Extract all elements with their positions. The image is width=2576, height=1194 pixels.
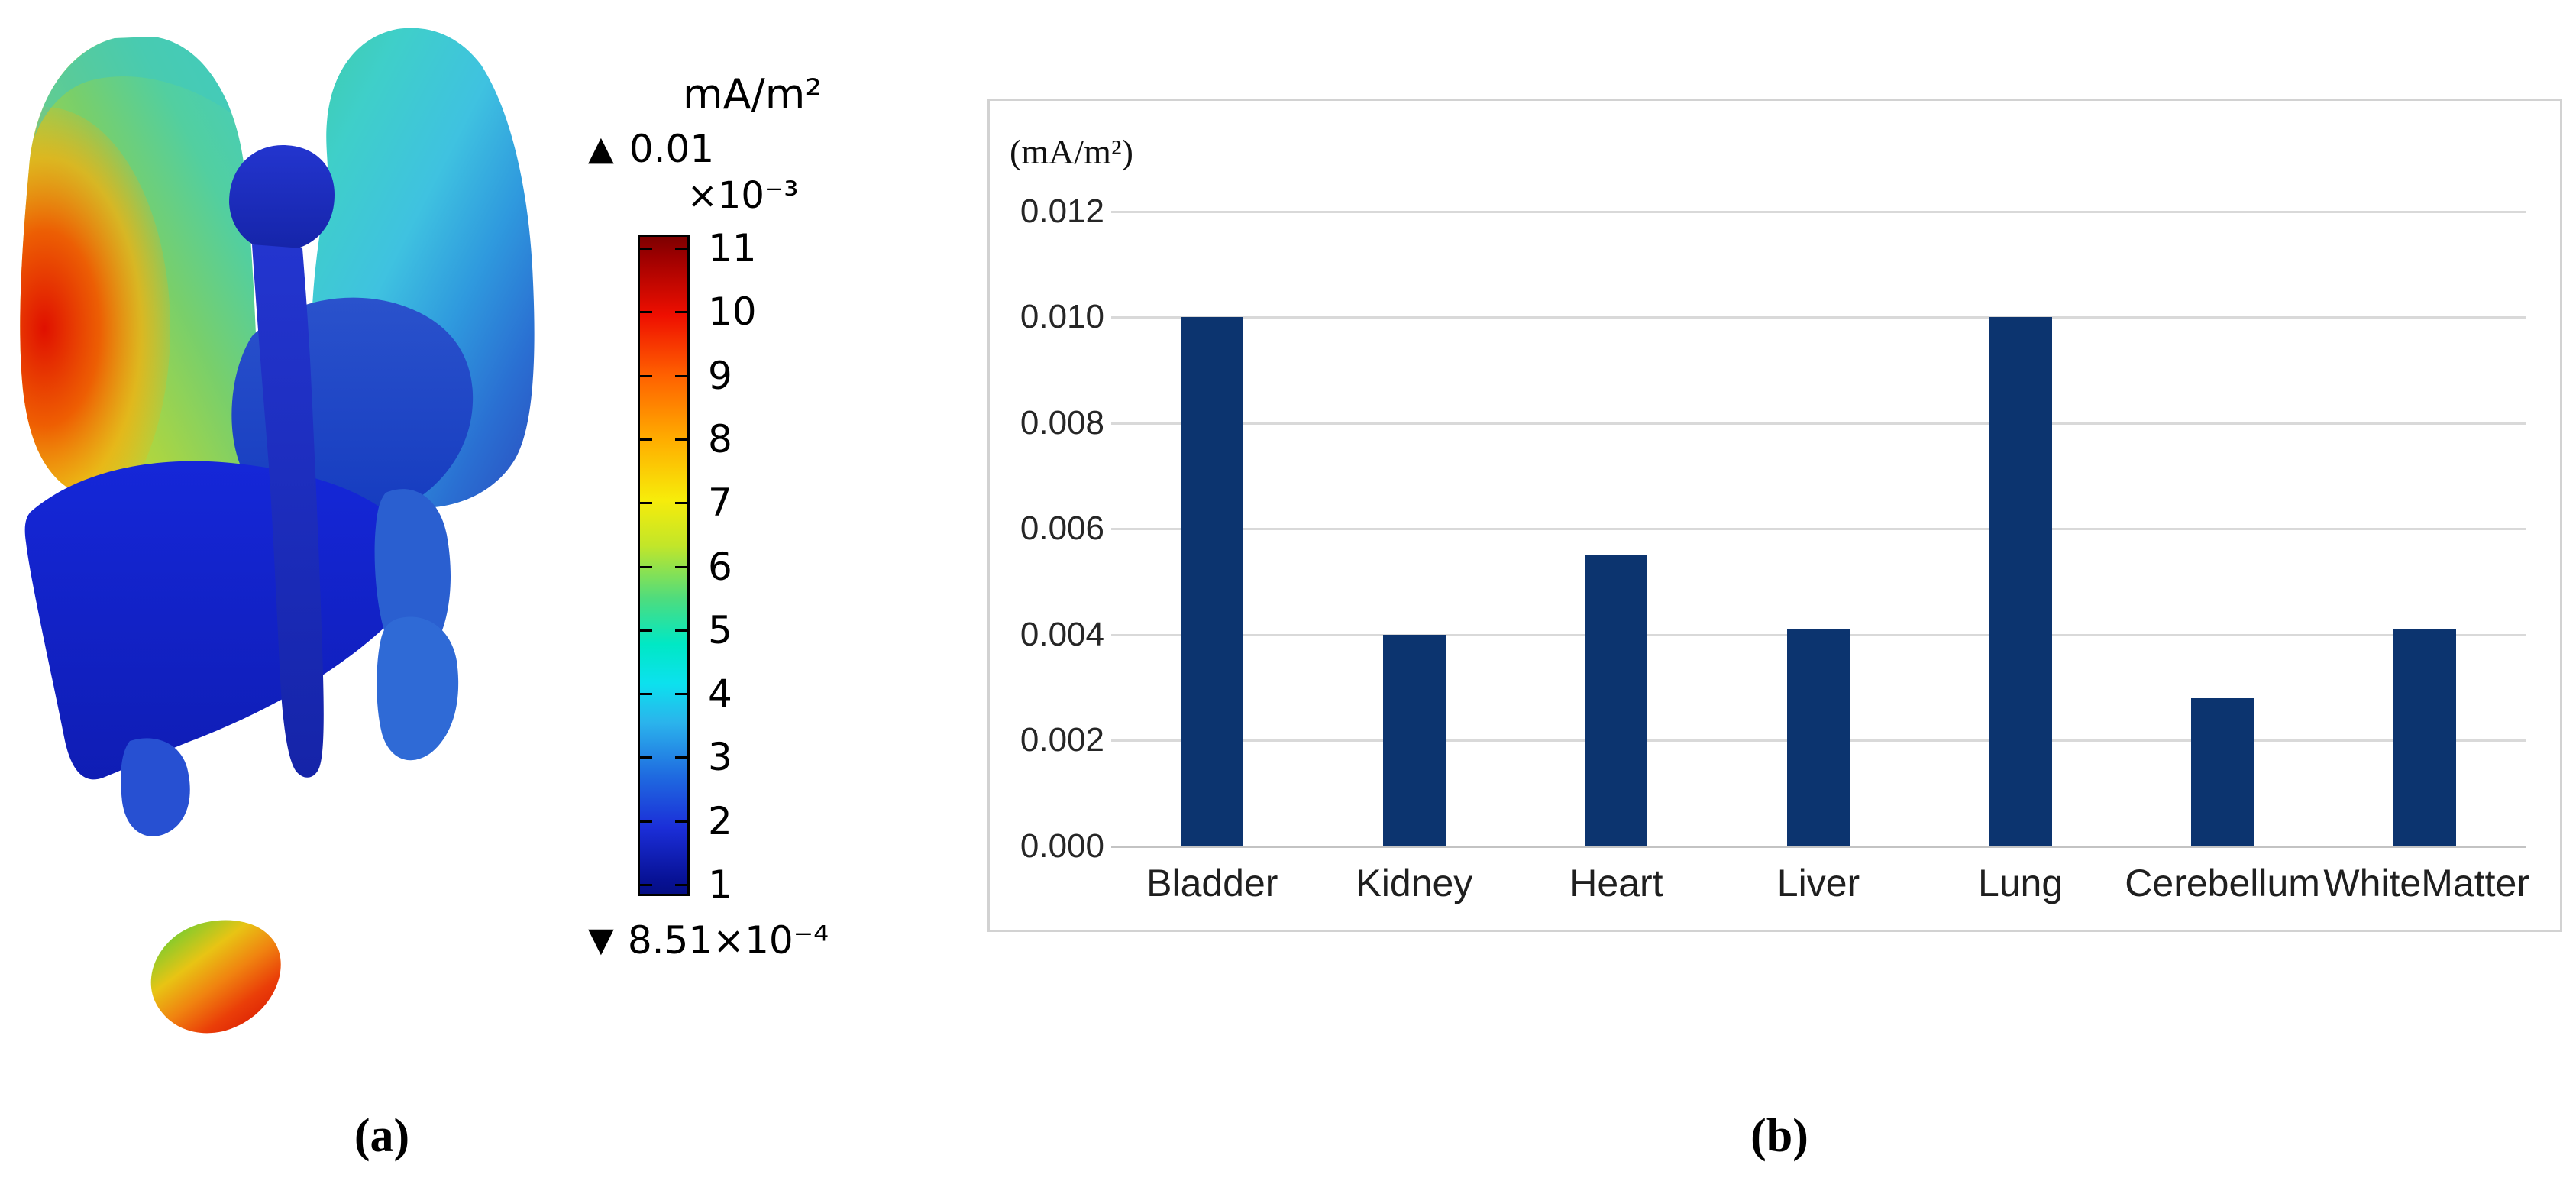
y-axis-tick-label: 0.000 [1020, 827, 1104, 865]
colorbar-tick-label: 1 [708, 862, 732, 907]
colorbar-max-row: ▲ 0.01 [588, 127, 714, 171]
liver-lobe-shape [121, 738, 190, 836]
y-axis-unit-label: (mA/m²) [1010, 132, 1133, 171]
colorbar-tick-label: 8 [708, 416, 732, 461]
colorbar-tick-mark [675, 629, 687, 632]
colorbar-max-value: 0.01 [629, 127, 715, 171]
x-axis-category-label: Cerebellum [2125, 862, 2320, 904]
kidney-shape [374, 489, 451, 660]
bar-kidney [1382, 634, 1446, 846]
panel-b-label: (b) [1750, 1110, 1808, 1162]
colorbar-tick-mark [675, 693, 687, 696]
colorbar-tick-mark [675, 884, 687, 886]
x-axis-category-label: Liver [1776, 862, 1860, 904]
left-lung-shape [20, 37, 259, 510]
colorbar-tick-mark [675, 438, 687, 441]
colorbar-tick-label: 5 [708, 607, 732, 652]
bar-heart [1585, 555, 1648, 846]
colorbar-tick-label: 10 [708, 290, 757, 335]
y-gridline [1111, 528, 2526, 531]
colorbar-tick-label: 6 [708, 544, 732, 589]
colorbar-tick-mark [640, 884, 652, 886]
colorbar-min-row: ▼ 8.51×10⁻⁴ [588, 918, 829, 963]
organ-3d-view [20, 28, 535, 1034]
colorbar-tick-mark [675, 820, 687, 823]
x-axis-category-label: Kidney [1356, 862, 1473, 904]
bar-bladder [1181, 317, 1244, 846]
colorbar-multiplier: ×10⁻³ [687, 174, 799, 217]
colorbar-tick-mark [675, 502, 687, 505]
colorbar-tick-mark [640, 374, 652, 377]
colorbar-tick-mark [640, 820, 652, 823]
y-axis-tick-label: 0.010 [1020, 298, 1104, 336]
bar-lung [1989, 317, 2052, 846]
x-axis-category-label: WhiteMatter [2323, 862, 2529, 904]
y-axis-tick-label: 0.002 [1020, 721, 1104, 759]
y-axis-tick-label: 0.012 [1020, 192, 1104, 230]
x-axis-category-label: Bladder [1146, 862, 1278, 904]
y-gridline [1111, 846, 2526, 848]
y-gridline [1111, 210, 2526, 213]
colorbar-tick-label: 3 [708, 735, 732, 780]
y-axis-tick-label: 0.008 [1020, 403, 1104, 442]
y-axis-tick-label: 0.006 [1020, 510, 1104, 548]
bar-whitematter [2393, 629, 2456, 846]
colorbar-tick-mark [675, 565, 687, 568]
colorbar-tick-mark [640, 502, 652, 505]
spleen-shape [377, 616, 459, 761]
colorbar-unit-label: mA/m² [683, 70, 822, 118]
y-gridline [1111, 316, 2526, 319]
colorbar-tick-mark [675, 374, 687, 377]
x-axis-category-label: Lung [1977, 862, 2064, 904]
colorbar-tick-mark [675, 756, 687, 759]
y-axis-tick-label: 0.004 [1020, 615, 1104, 653]
colorbar-tick-mark [640, 693, 652, 696]
colorbar-tick-mark [640, 756, 652, 759]
colorbar-tick-mark [640, 629, 652, 632]
bladder-shape [150, 920, 281, 1034]
colorbar-tick-mark [640, 311, 652, 314]
bar-liver [1787, 629, 1850, 846]
colorbar-min-value: 8.51×10⁻⁴ [627, 918, 829, 963]
bar-cerebellum [2191, 698, 2254, 846]
colorbar-tick-mark [640, 565, 652, 568]
x-axis-category-label: Heart [1569, 862, 1663, 904]
y-gridline [1111, 422, 2526, 425]
panel-a-label: (a) [354, 1110, 410, 1162]
colorbar-tick-mark [640, 248, 652, 250]
min-arrow-icon: ▼ [588, 921, 614, 959]
trachea-shape [229, 145, 335, 778]
colorbar-tick-label: 2 [708, 798, 732, 843]
colorbar-tick-label: 9 [708, 353, 732, 398]
liver-shape [24, 461, 419, 780]
colorbar-tick-mark [675, 311, 687, 314]
colorbar-tick-label: 7 [708, 481, 732, 526]
colorbar-gradient [638, 235, 690, 896]
bar-chart-panel: (mA/m²) 0.000 0.002 0.004 0.006 0.008 0.010 0.… [987, 99, 2562, 932]
colorbar-tick-label: 11 [708, 226, 757, 270]
colorbar-tick-label: 4 [708, 671, 732, 717]
colorbar-tick-mark [640, 438, 652, 441]
colorbar-tick-mark [675, 248, 687, 250]
max-arrow-icon: ▲ [588, 129, 614, 168]
